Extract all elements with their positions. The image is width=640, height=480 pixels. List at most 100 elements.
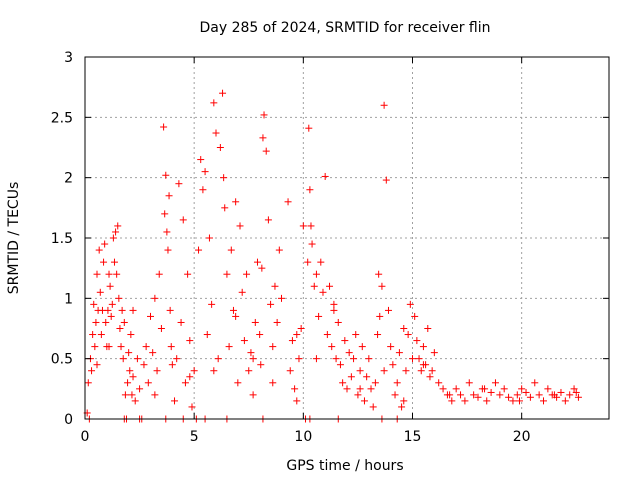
data-point — [293, 397, 301, 405]
grid-lines — [85, 57, 609, 419]
data-point — [550, 391, 558, 399]
data-point — [284, 198, 292, 206]
data-point — [96, 288, 104, 296]
data-point — [221, 204, 229, 212]
data-point — [142, 343, 150, 351]
data-point — [155, 270, 163, 278]
data-point — [257, 361, 265, 369]
data-point — [119, 355, 127, 363]
data-point — [128, 391, 136, 399]
data-point — [124, 379, 132, 387]
chart-title: Day 285 of 2024, SRMTID for receiver fli… — [200, 20, 491, 36]
data-point — [140, 361, 148, 369]
data-point — [505, 393, 513, 401]
data-point — [106, 282, 114, 290]
data-point — [291, 385, 299, 393]
data-point — [125, 349, 133, 357]
data-point — [376, 312, 384, 320]
data-point — [199, 186, 207, 194]
data-point — [247, 349, 255, 357]
data-point — [232, 312, 240, 320]
data-point — [391, 391, 399, 399]
data-point — [91, 343, 99, 351]
data-point — [212, 129, 220, 137]
data-points — [83, 89, 582, 423]
data-point — [115, 294, 123, 302]
data-point — [227, 246, 235, 254]
data-point — [162, 171, 170, 179]
data-point — [205, 234, 213, 242]
data-point — [93, 361, 101, 369]
data-point — [175, 180, 183, 188]
x-tick-label: 20 — [513, 429, 531, 445]
data-point — [430, 349, 438, 357]
data-point — [288, 337, 296, 345]
data-point — [243, 270, 251, 278]
data-point — [315, 312, 323, 320]
data-point — [481, 385, 489, 393]
data-point — [216, 144, 224, 151]
data-point — [365, 355, 373, 363]
data-point — [419, 361, 427, 369]
data-point — [328, 343, 336, 351]
data-point — [321, 172, 329, 180]
data-point — [184, 270, 192, 278]
data-point — [406, 300, 414, 308]
y-tick-label: 0.5 — [51, 352, 73, 368]
data-point — [186, 337, 194, 345]
data-point — [380, 367, 388, 375]
data-point — [354, 391, 362, 399]
data-point — [157, 325, 165, 332]
x-tick-label: 15 — [404, 429, 422, 445]
data-point — [375, 270, 383, 278]
data-point — [249, 355, 257, 363]
y-tick-label: 2.5 — [51, 110, 73, 126]
axis-ticks: 0 5 10 15 20 0 0.5 1 1.5 2 2.5 3 — [51, 50, 609, 445]
data-point — [260, 111, 268, 119]
data-point — [259, 134, 267, 142]
data-point — [188, 403, 196, 411]
data-point — [149, 349, 157, 357]
data-point — [118, 306, 126, 314]
data-point — [186, 373, 194, 381]
data-point — [190, 367, 198, 375]
data-point — [483, 397, 491, 405]
y-tick-label: 1 — [64, 291, 73, 307]
data-point — [307, 222, 315, 230]
data-point — [491, 379, 499, 387]
data-point — [88, 367, 96, 375]
data-point — [544, 385, 552, 393]
data-point — [102, 318, 110, 326]
data-point — [105, 270, 113, 278]
x-tick-label: 5 — [190, 429, 199, 445]
data-point — [166, 306, 174, 314]
data-point — [398, 403, 406, 411]
data-point — [262, 147, 270, 155]
data-point — [515, 397, 523, 405]
data-point — [382, 176, 390, 184]
data-point — [181, 379, 189, 387]
data-point — [269, 379, 277, 387]
data-point — [404, 331, 412, 339]
data-point — [374, 331, 382, 339]
data-point — [114, 222, 122, 230]
data-point — [110, 258, 118, 266]
data-point — [389, 361, 397, 369]
data-point — [448, 397, 456, 405]
data-point — [371, 379, 379, 387]
data-point — [105, 343, 113, 351]
data-point — [273, 318, 281, 326]
data-point — [363, 373, 371, 381]
data-point — [428, 367, 436, 375]
data-point — [133, 355, 141, 363]
data-point — [177, 318, 185, 326]
data-point — [400, 397, 408, 405]
data-point — [339, 379, 347, 387]
data-point — [236, 222, 244, 230]
data-point — [208, 300, 216, 308]
data-point — [308, 240, 316, 248]
y-axis-label: SRMTID / TECUs — [6, 182, 22, 295]
data-point — [572, 388, 580, 396]
data-point — [179, 216, 187, 224]
